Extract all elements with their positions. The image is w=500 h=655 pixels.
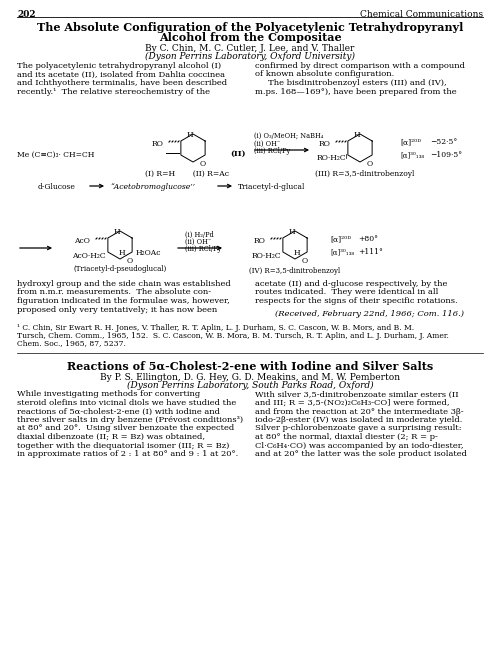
Text: The Absolute Configuration of the Polyacetylenic Tetrahydropyranyl: The Absolute Configuration of the Polyac… — [37, 22, 463, 33]
Text: −109·5°: −109·5° — [430, 151, 462, 159]
Text: ¹ C. Chin, Sir Ewart R. H. Jones, V. Thaller, R. T. Aplin, L. J. Durham, S. C. C: ¹ C. Chin, Sir Ewart R. H. Jones, V. Tha… — [17, 324, 414, 332]
Text: O: O — [302, 257, 308, 265]
Text: H₂OAc: H₂OAc — [136, 249, 162, 257]
Text: (III) R=3,5-dinitrobenzoyl: (III) R=3,5-dinitrobenzoyl — [315, 170, 414, 178]
Text: (II): (II) — [230, 150, 246, 158]
Text: Tursch, Chem. Comm., 1965, 152.  S. C. Cascon, W. B. Mora, B. M. Tursch, R. T. A: Tursch, Chem. Comm., 1965, 152. S. C. Ca… — [17, 331, 449, 339]
Text: and its acetate (II), isolated from Dahlia coccinea: and its acetate (II), isolated from Dahl… — [17, 71, 225, 79]
Text: By P. S. Ellington, D. G. Hey, G. D. Meakins, and M. W. Pemberton: By P. S. Ellington, D. G. Hey, G. D. Mea… — [100, 373, 400, 381]
Text: AcO: AcO — [74, 237, 90, 245]
Text: RO·H₂C: RO·H₂C — [252, 252, 281, 260]
Text: RO: RO — [253, 237, 265, 245]
Text: acetate (II) and d-glucose respectively, by the: acetate (II) and d-glucose respectively,… — [255, 280, 448, 288]
Text: (i) H₂/Pd: (i) H₂/Pd — [185, 231, 214, 239]
Text: three silver salts in dry benzene (Prévost conditions³): three silver salts in dry benzene (Prévo… — [17, 416, 243, 424]
Text: (Triacetyl-d-pseudoglucal): (Triacetyl-d-pseudoglucal) — [74, 265, 166, 273]
Text: (i) O₃/MeOH; NaBH₄: (i) O₃/MeOH; NaBH₄ — [254, 133, 324, 141]
Text: The bisdinitrobenzoyl esters (III) and (IV),: The bisdinitrobenzoyl esters (III) and (… — [255, 79, 446, 87]
Text: (Dyson Perrins Laboratory, Oxford University): (Dyson Perrins Laboratory, Oxford Univer… — [145, 52, 355, 61]
Text: AcO·H₂C: AcO·H₂C — [72, 252, 106, 260]
Text: [α]³⁰₁₃₈: [α]³⁰₁₃₈ — [330, 248, 354, 256]
Text: Cl·C₆H₄·CO) was accompanied by an iodo-diester,: Cl·C₆H₄·CO) was accompanied by an iodo-d… — [255, 441, 464, 449]
Text: (ii) OH⁻: (ii) OH⁻ — [185, 238, 212, 246]
Text: 202: 202 — [17, 10, 36, 19]
Text: O: O — [127, 257, 133, 265]
Text: d-Glucose: d-Glucose — [38, 183, 76, 191]
Text: and Ichthyothere terminalis, have been described: and Ichthyothere terminalis, have been d… — [17, 79, 227, 87]
Text: −52·5°: −52·5° — [430, 138, 457, 146]
Text: figuration indicated in the formulae was, however,: figuration indicated in the formulae was… — [17, 297, 230, 305]
Text: Me (C≡C)₃· CH=CH: Me (C≡C)₃· CH=CH — [17, 151, 94, 159]
Text: diaxial dibenzoate (II; R = Bz) was obtained,: diaxial dibenzoate (II; R = Bz) was obta… — [17, 433, 205, 441]
Text: H: H — [118, 249, 126, 257]
Text: in approximate ratios of 2 : 1 at 80° and 9 : 1 at 20°.: in approximate ratios of 2 : 1 at 80° an… — [17, 450, 238, 458]
Text: Chemical Communications: Chemical Communications — [360, 10, 483, 19]
Text: hydroxyl group and the side chain was established: hydroxyl group and the side chain was es… — [17, 280, 231, 288]
Text: RO·H₂C: RO·H₂C — [316, 154, 346, 162]
Text: The polyacetylenic tetrahydropyranyl alcohol (I): The polyacetylenic tetrahydropyranyl alc… — [17, 62, 221, 70]
Text: +111°: +111° — [358, 248, 383, 256]
Text: steroid olefins into vicinal diols we have studied the: steroid olefins into vicinal diols we ha… — [17, 399, 236, 407]
Text: (Dyson Perrins Laboratory, South Parks Road, Oxford): (Dyson Perrins Laboratory, South Parks R… — [126, 381, 374, 390]
Text: H: H — [186, 131, 194, 139]
Text: m.ps. 168—169°), have been prepared from the: m.ps. 168—169°), have been prepared from… — [255, 88, 456, 96]
Text: Silver p-chlorobenzoate gave a surprising result:: Silver p-chlorobenzoate gave a surprisin… — [255, 424, 462, 432]
Text: [α]²⁰ᴰ: [α]²⁰ᴰ — [400, 138, 421, 146]
Text: confirmed by direct comparison with a compound: confirmed by direct comparison with a co… — [255, 62, 465, 70]
Text: iodo-2β-ester (IV) was isolated in moderate yield.: iodo-2β-ester (IV) was isolated in moder… — [255, 416, 462, 424]
Text: from n.m.r. measurements.  The absolute con-: from n.m.r. measurements. The absolute c… — [17, 288, 211, 297]
Text: +80°: +80° — [358, 235, 378, 243]
Text: and at 20° the latter was the sole product isolated: and at 20° the latter was the sole produ… — [255, 450, 467, 458]
Text: at 80° the normal, diaxial diester (2; R = p-: at 80° the normal, diaxial diester (2; R… — [255, 433, 438, 441]
Text: and III; R = 3,5-(NO₂)₂C₆H₃-CO] were formed,: and III; R = 3,5-(NO₂)₂C₆H₃-CO] were for… — [255, 399, 450, 407]
Text: Alcohol from the Compositae: Alcohol from the Compositae — [158, 32, 342, 43]
Text: respects for the signs of their specific rotations.: respects for the signs of their specific… — [255, 297, 458, 305]
Text: routes indicated.  They were identical in all: routes indicated. They were identical in… — [255, 288, 438, 297]
Text: Triacetyl-d-glucal: Triacetyl-d-glucal — [238, 183, 306, 191]
Text: O: O — [200, 160, 206, 168]
Text: Chem. Soc., 1965, 87, 5237.: Chem. Soc., 1965, 87, 5237. — [17, 339, 126, 347]
Text: While investigating methods for converting: While investigating methods for converti… — [17, 390, 200, 398]
Text: [α]³⁰₁₃₈: [α]³⁰₁₃₈ — [400, 151, 424, 159]
Text: H: H — [288, 228, 296, 236]
Text: (IV) R=3,5-dinitrobenzoyl: (IV) R=3,5-dinitrobenzoyl — [250, 267, 340, 275]
Text: together with the diequatorial isomer (III; R = Bz): together with the diequatorial isomer (I… — [17, 441, 230, 449]
Text: at 80° and 20°.  Using silver benzoate the expected: at 80° and 20°. Using silver benzoate th… — [17, 424, 234, 432]
Text: With silver 3,5-dinitrobenzoate similar esters (II: With silver 3,5-dinitrobenzoate similar … — [255, 390, 458, 398]
Text: reactions of 5α-cholest-2-ene (I) with iodine and: reactions of 5α-cholest-2-ene (I) with i… — [17, 407, 220, 415]
Text: RO: RO — [151, 140, 163, 148]
Text: [α]²⁰ᴰ: [α]²⁰ᴰ — [330, 235, 351, 243]
Text: RO: RO — [318, 140, 330, 148]
Text: Reactions of 5α-Cholest-2-ene with Iodine and Silver Salts: Reactions of 5α-Cholest-2-ene with Iodin… — [67, 360, 433, 371]
Text: and from the reaction at 20° the intermediate 3β-: and from the reaction at 20° the interme… — [255, 407, 464, 415]
Text: ‘‘Acetobromoglucose’’: ‘‘Acetobromoglucose’’ — [110, 183, 195, 191]
Text: H: H — [114, 228, 120, 236]
Text: O: O — [367, 160, 373, 168]
Text: proposed only very tentatively; it has now been: proposed only very tentatively; it has n… — [17, 305, 217, 314]
Text: (ii) OH⁻: (ii) OH⁻ — [254, 140, 280, 148]
Text: H: H — [294, 249, 300, 257]
Text: (iii) RCl/Py: (iii) RCl/Py — [254, 147, 290, 155]
Text: recently.¹  The relative stereochemistry of the: recently.¹ The relative stereochemistry … — [17, 88, 210, 96]
Text: H: H — [354, 131, 360, 139]
Text: By C. Chin, M. C. Cutler, J. Lee, and V. Thaller: By C. Chin, M. C. Cutler, J. Lee, and V.… — [146, 44, 354, 53]
Text: (Received, February 22nd, 1966; Com. 116.): (Received, February 22nd, 1966; Com. 116… — [275, 310, 464, 318]
Text: (iii) RCl/Py: (iii) RCl/Py — [185, 245, 221, 253]
Text: (II) R=Ac: (II) R=Ac — [188, 170, 229, 178]
Text: of known absolute configuration.: of known absolute configuration. — [255, 71, 394, 79]
Text: (I) R=H: (I) R=H — [145, 170, 175, 178]
